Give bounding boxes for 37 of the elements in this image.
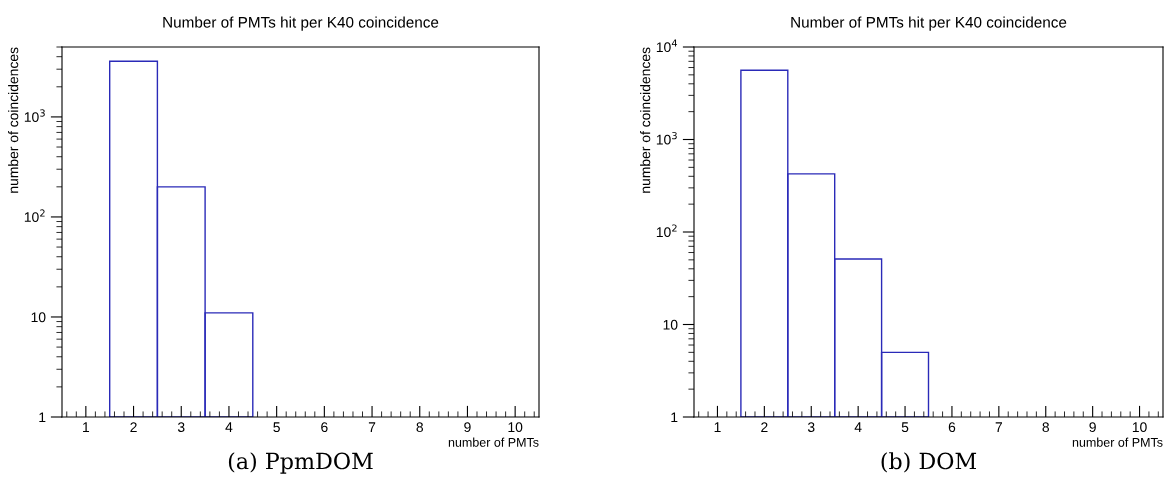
x-tick-label: 4 xyxy=(225,422,233,432)
x-tick-label: 1 xyxy=(83,422,90,432)
y-axis-title: number of coincidences xyxy=(8,47,19,193)
x-tick-label: 6 xyxy=(948,422,956,433)
y-tick-label: 10$^{4}$ xyxy=(656,39,678,53)
text: (b) DOM xyxy=(881,452,977,473)
y-axis-title: number of coincidences xyxy=(640,47,651,193)
y-tick-label: 10 xyxy=(663,319,678,330)
x-tick-label: 2 xyxy=(130,422,137,432)
x-tick-label: 8 xyxy=(1042,422,1050,433)
y-tick-label: 1 xyxy=(39,412,46,423)
x-tick-label: 9 xyxy=(1089,422,1096,433)
y-tick-label: 1 xyxy=(671,412,678,423)
chart-title: Number of PMTs hit per K40 coincidence xyxy=(163,16,439,31)
y-tick-label: 10$^{2}$ xyxy=(24,209,45,223)
x-tick-label: 7 xyxy=(368,422,376,432)
text: (a) PpmDOM xyxy=(228,452,373,474)
x-tick-label: 5 xyxy=(901,422,909,433)
x-tick-label: 8 xyxy=(416,422,424,433)
x-tick-label: 6 xyxy=(321,422,328,433)
x-axis-title: number of PMTs xyxy=(448,437,539,447)
x-tick-label: 2 xyxy=(761,422,768,432)
x-tick-label: 10 xyxy=(508,422,523,433)
y-tick-label: 10$^{2}$ xyxy=(656,224,677,238)
y-tick-label: 10 xyxy=(31,312,46,323)
x-tick-label: 3 xyxy=(807,422,815,433)
x-tick-label: 10 xyxy=(1132,422,1147,433)
chart-title: Number of PMTs hit per K40 coincidence xyxy=(791,16,1067,31)
x-axis-title: number of PMTs xyxy=(1072,437,1163,447)
x-tick-label: 9 xyxy=(464,422,471,433)
x-tick-label: 5 xyxy=(273,422,280,433)
y-tick-label: 10$^{3}$ xyxy=(656,131,677,145)
y-tick-label: 10$^{3}$ xyxy=(24,109,45,122)
x-tick-label: 4 xyxy=(854,422,862,432)
x-tick-label: 7 xyxy=(995,422,1003,432)
x-tick-label: 1 xyxy=(714,422,721,432)
x-tick-label: 3 xyxy=(177,422,185,433)
